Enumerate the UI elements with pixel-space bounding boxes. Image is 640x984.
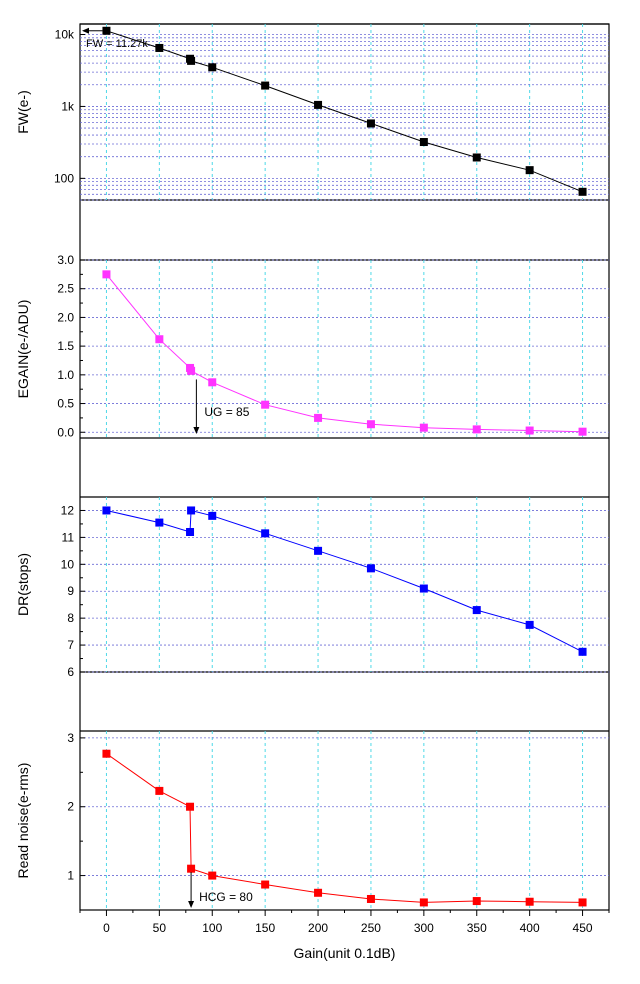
data-point (472, 153, 481, 162)
data-point (419, 423, 428, 432)
y-tick-label: 12 (61, 503, 75, 517)
data-point (314, 888, 323, 897)
x-tick-label: 400 (520, 921, 540, 935)
data-point (472, 606, 481, 615)
y-tick-label: 1.5 (57, 339, 74, 353)
data-point (155, 518, 164, 527)
data-point (525, 166, 534, 175)
annotation-arrowhead (188, 901, 195, 908)
data-point (419, 584, 428, 593)
panel-3: 6 7 8 9 10 11 12 DR(stops) (15, 496, 609, 679)
panel-1: 10k 1k 100 FW(e-) FW = 11.27k (15, 23, 609, 201)
y-axis-label: Read noise(e-rms) (15, 763, 31, 879)
data-point (366, 894, 375, 903)
data-point (525, 426, 534, 435)
y-tick-label: 3 (67, 731, 74, 745)
data-point (187, 864, 196, 873)
y-tick-label: 10k (55, 28, 75, 42)
data-point (261, 400, 270, 409)
y-tick-label: 0.5 (57, 397, 74, 411)
data-point (187, 506, 196, 515)
y-axis-label: FW(e-) (15, 90, 31, 134)
data-point (261, 880, 270, 889)
data-point (419, 138, 428, 147)
data-point (314, 546, 323, 555)
y-tick-label: 6 (67, 665, 74, 679)
y-tick-label: 7 (67, 638, 74, 652)
data-point (155, 335, 164, 344)
y-tick-label: 8 (67, 611, 74, 625)
annotation-label: UG = 85 (204, 405, 249, 419)
y-tick-label: 2 (67, 800, 74, 814)
data-point (102, 506, 111, 515)
data-point (419, 898, 428, 907)
data-point (208, 511, 217, 520)
data-point (314, 100, 323, 109)
x-tick-label: 300 (414, 921, 434, 935)
data-point (261, 529, 270, 538)
data-point (578, 187, 587, 196)
series-line (106, 509, 583, 653)
y-axis-label: DR(stops) (15, 553, 31, 616)
data-point (366, 420, 375, 429)
y-tick-label: 2.5 (57, 282, 74, 296)
x-tick-label: 50 (153, 921, 167, 935)
data-point (155, 786, 164, 795)
data-point (155, 43, 164, 52)
y-axis-label: EGAIN(e-/ADU) (15, 300, 31, 399)
panel-4: 1 2 3 Read noise(e-rms) HCG = 80 (15, 730, 609, 910)
y-tick-label: 3.0 (57, 253, 74, 267)
data-point (208, 63, 217, 72)
y-tick-label: 1 (67, 869, 74, 883)
annotation-arrowhead (82, 27, 89, 34)
data-point (525, 897, 534, 906)
y-tick-label: 100 (54, 171, 74, 185)
data-point (208, 871, 217, 880)
data-point (525, 620, 534, 629)
data-point (314, 413, 323, 422)
data-point (186, 802, 195, 811)
data-point (261, 81, 270, 90)
panel-2: 0.0 0.5 1.0 1.5 2.0 2.5 3.0 EGAIN(e-/ADU) UG = 8… (15, 253, 609, 439)
y-tick-label: 9 (67, 584, 74, 598)
data-point (578, 427, 587, 436)
data-point (472, 897, 481, 906)
x-tick-label: 450 (573, 921, 593, 935)
data-point (102, 26, 111, 35)
series-line (106, 30, 583, 193)
data-point (366, 119, 375, 128)
data-point (102, 749, 111, 758)
data-point (578, 898, 587, 907)
y-tick-label: 10 (61, 557, 75, 571)
x-axis-label: Gain(unit 0.1dB) (294, 945, 396, 961)
data-point (472, 425, 481, 434)
y-tick-label: 1.0 (57, 368, 74, 382)
x-tick-label: 150 (255, 921, 275, 935)
data-point (366, 564, 375, 573)
y-tick-label: 0.0 (57, 425, 74, 439)
annotation-label: HCG = 80 (199, 890, 253, 904)
x-tick-label: 200 (308, 921, 328, 935)
x-tick-label: 100 (202, 921, 222, 935)
annotation-label: FW = 11.27k (86, 38, 148, 50)
x-axis: 0 50 100 150 200 250 300 350 400 450 Gain(unit 0.1… (79, 910, 610, 961)
data-point (187, 56, 196, 65)
data-point (208, 378, 217, 387)
data-point (102, 270, 111, 279)
x-tick-label: 350 (467, 921, 487, 935)
series-line (106, 274, 583, 433)
data-point (578, 647, 587, 656)
series-line (106, 753, 583, 903)
y-tick-label: 2.0 (57, 310, 74, 324)
x-tick-label: 0 (103, 921, 110, 935)
data-point (186, 528, 195, 536)
y-tick-label: 11 (62, 530, 75, 544)
x-tick-label: 250 (361, 921, 381, 935)
annotation-arrowhead (193, 427, 200, 434)
data-point (187, 366, 196, 375)
y-tick-label: 1k (61, 99, 75, 113)
